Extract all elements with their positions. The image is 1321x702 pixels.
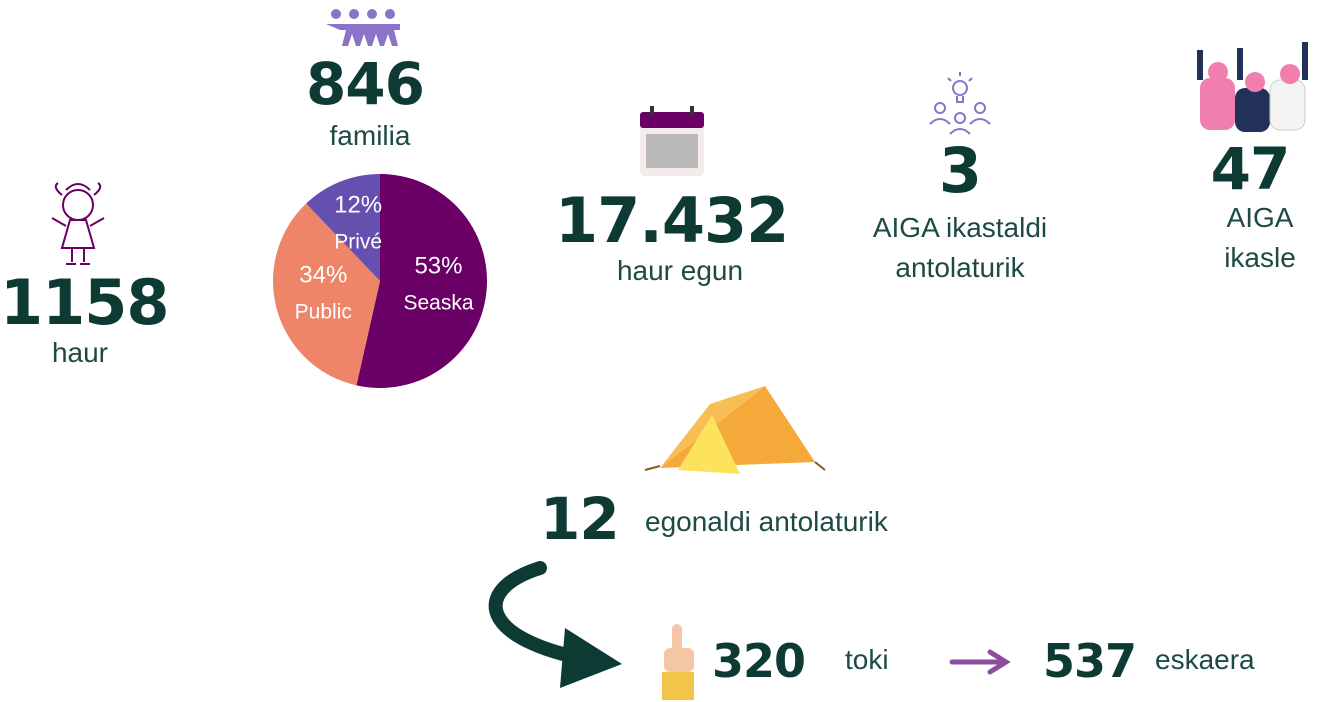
- stat-label: egonaldi antolaturik: [645, 502, 965, 542]
- stat-number: 17.432: [555, 190, 785, 252]
- stat-label: AIGA ikastaldi antolaturik: [850, 208, 1070, 288]
- stat-label: haur: [30, 333, 130, 373]
- stat-number: 537: [1043, 638, 1143, 684]
- stat-label: eskaera: [1155, 640, 1285, 680]
- purple-arrow: [952, 652, 1006, 672]
- slice-category-label: Privé: [334, 230, 382, 253]
- graphics: 53% Seaska 34% Public 12% Privé: [0, 0, 1321, 702]
- stat-number: 47: [1190, 140, 1310, 198]
- slice-value-label: 34%: [299, 262, 347, 289]
- stat-label: familia: [290, 116, 450, 156]
- hand-icon: [662, 624, 694, 700]
- stat-label: haur egun: [580, 251, 780, 291]
- tent-icon: [645, 386, 825, 474]
- slice-value-label: 53%: [414, 253, 462, 280]
- pie-chart: 53% Seaska 34% Public 12% Privé: [273, 174, 487, 388]
- students-icon: [1200, 42, 1305, 132]
- bulb-icon: [930, 72, 990, 134]
- infographic: 53% Seaska 34% Public 12% Privé 1158 haur 846…: [0, 0, 1321, 702]
- people-icon: [326, 9, 400, 46]
- stat-number: 846: [290, 55, 440, 113]
- stat-number: 3: [910, 140, 1010, 202]
- slice-category-label: Public: [295, 301, 352, 324]
- stat-label: AIGA ikasle: [1215, 198, 1305, 278]
- calendar-icon: [640, 106, 704, 176]
- stat-label: toki: [845, 640, 925, 680]
- kid-icon: [52, 183, 104, 264]
- arrow-head: [560, 628, 622, 688]
- slice-category-label: Seaska: [403, 292, 473, 315]
- stat-number: 12: [540, 490, 620, 548]
- slice-value-label: 12%: [334, 191, 382, 218]
- stat-number: 320: [712, 638, 812, 684]
- stat-number: 1158: [0, 272, 160, 334]
